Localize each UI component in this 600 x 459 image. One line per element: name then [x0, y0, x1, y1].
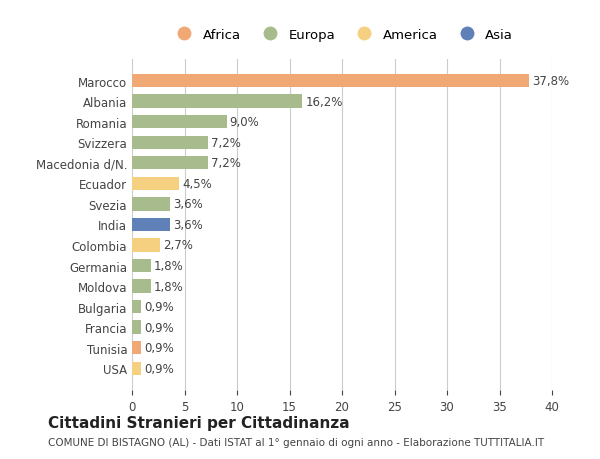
- Bar: [132, 177, 179, 190]
- Bar: [132, 116, 227, 129]
- Text: 9,0%: 9,0%: [230, 116, 259, 129]
- Bar: [132, 362, 142, 375]
- Bar: [132, 280, 151, 293]
- Bar: [132, 75, 529, 88]
- Bar: [132, 259, 151, 273]
- Bar: [132, 157, 208, 170]
- Bar: [132, 95, 302, 108]
- Bar: [132, 218, 170, 232]
- Text: 0,9%: 0,9%: [145, 362, 175, 375]
- Legend: Africa, Europa, America, Asia: Africa, Europa, America, Asia: [166, 23, 518, 47]
- Bar: [132, 239, 160, 252]
- Text: 3,6%: 3,6%: [173, 198, 203, 211]
- Bar: [132, 198, 170, 211]
- Text: 7,2%: 7,2%: [211, 157, 241, 170]
- Text: 16,2%: 16,2%: [305, 95, 343, 108]
- Bar: [132, 136, 208, 150]
- Text: 0,9%: 0,9%: [145, 341, 175, 354]
- Text: 2,7%: 2,7%: [163, 239, 193, 252]
- Text: Cittadini Stranieri per Cittadinanza: Cittadini Stranieri per Cittadinanza: [48, 415, 350, 430]
- Text: 4,5%: 4,5%: [182, 178, 212, 190]
- Text: 0,9%: 0,9%: [145, 301, 175, 313]
- Text: COMUNE DI BISTAGNO (AL) - Dati ISTAT al 1° gennaio di ogni anno - Elaborazione T: COMUNE DI BISTAGNO (AL) - Dati ISTAT al …: [48, 437, 544, 447]
- Bar: [132, 321, 142, 334]
- Text: 3,6%: 3,6%: [173, 218, 203, 231]
- Bar: [132, 341, 142, 355]
- Text: 37,8%: 37,8%: [532, 75, 569, 88]
- Text: 7,2%: 7,2%: [211, 136, 241, 149]
- Text: 0,9%: 0,9%: [145, 321, 175, 334]
- Text: 1,8%: 1,8%: [154, 259, 184, 272]
- Bar: [132, 300, 142, 313]
- Text: 1,8%: 1,8%: [154, 280, 184, 293]
